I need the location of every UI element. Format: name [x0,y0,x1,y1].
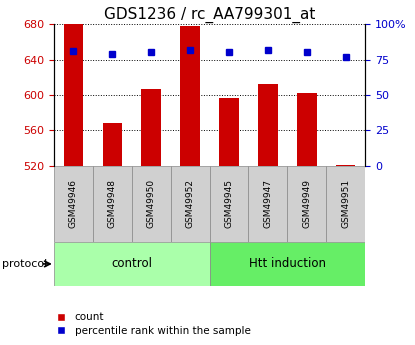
Bar [171,166,210,242]
Bar [219,98,239,166]
Bar [54,166,93,242]
Bar [210,241,365,286]
Bar [63,24,83,166]
Bar [93,166,132,242]
Text: GSM49947: GSM49947 [264,179,272,228]
Text: GSM49948: GSM49948 [108,179,117,228]
Text: GSM49952: GSM49952 [186,179,195,228]
Text: Htt induction: Htt induction [249,257,326,270]
Bar [326,166,365,242]
Text: GSM49949: GSM49949 [303,179,311,228]
Text: protocol: protocol [2,259,47,269]
Bar [181,26,200,166]
Bar [210,166,249,242]
Text: control: control [111,257,152,270]
Bar [297,93,317,166]
Legend: count, percentile rank within the sample: count, percentile rank within the sample [47,308,255,340]
Bar [142,89,161,166]
Text: GSM49945: GSM49945 [225,179,234,228]
Bar [287,166,326,242]
Bar [103,123,122,166]
Bar [249,166,287,242]
Text: GSM49951: GSM49951 [341,179,350,228]
Text: GSM49950: GSM49950 [147,179,156,228]
Bar [132,166,171,242]
Bar [258,84,278,166]
Bar [336,165,356,166]
Title: GDS1236 / rc_AA799301_at: GDS1236 / rc_AA799301_at [104,7,315,23]
Bar [54,241,210,286]
Text: GSM49946: GSM49946 [69,179,78,228]
